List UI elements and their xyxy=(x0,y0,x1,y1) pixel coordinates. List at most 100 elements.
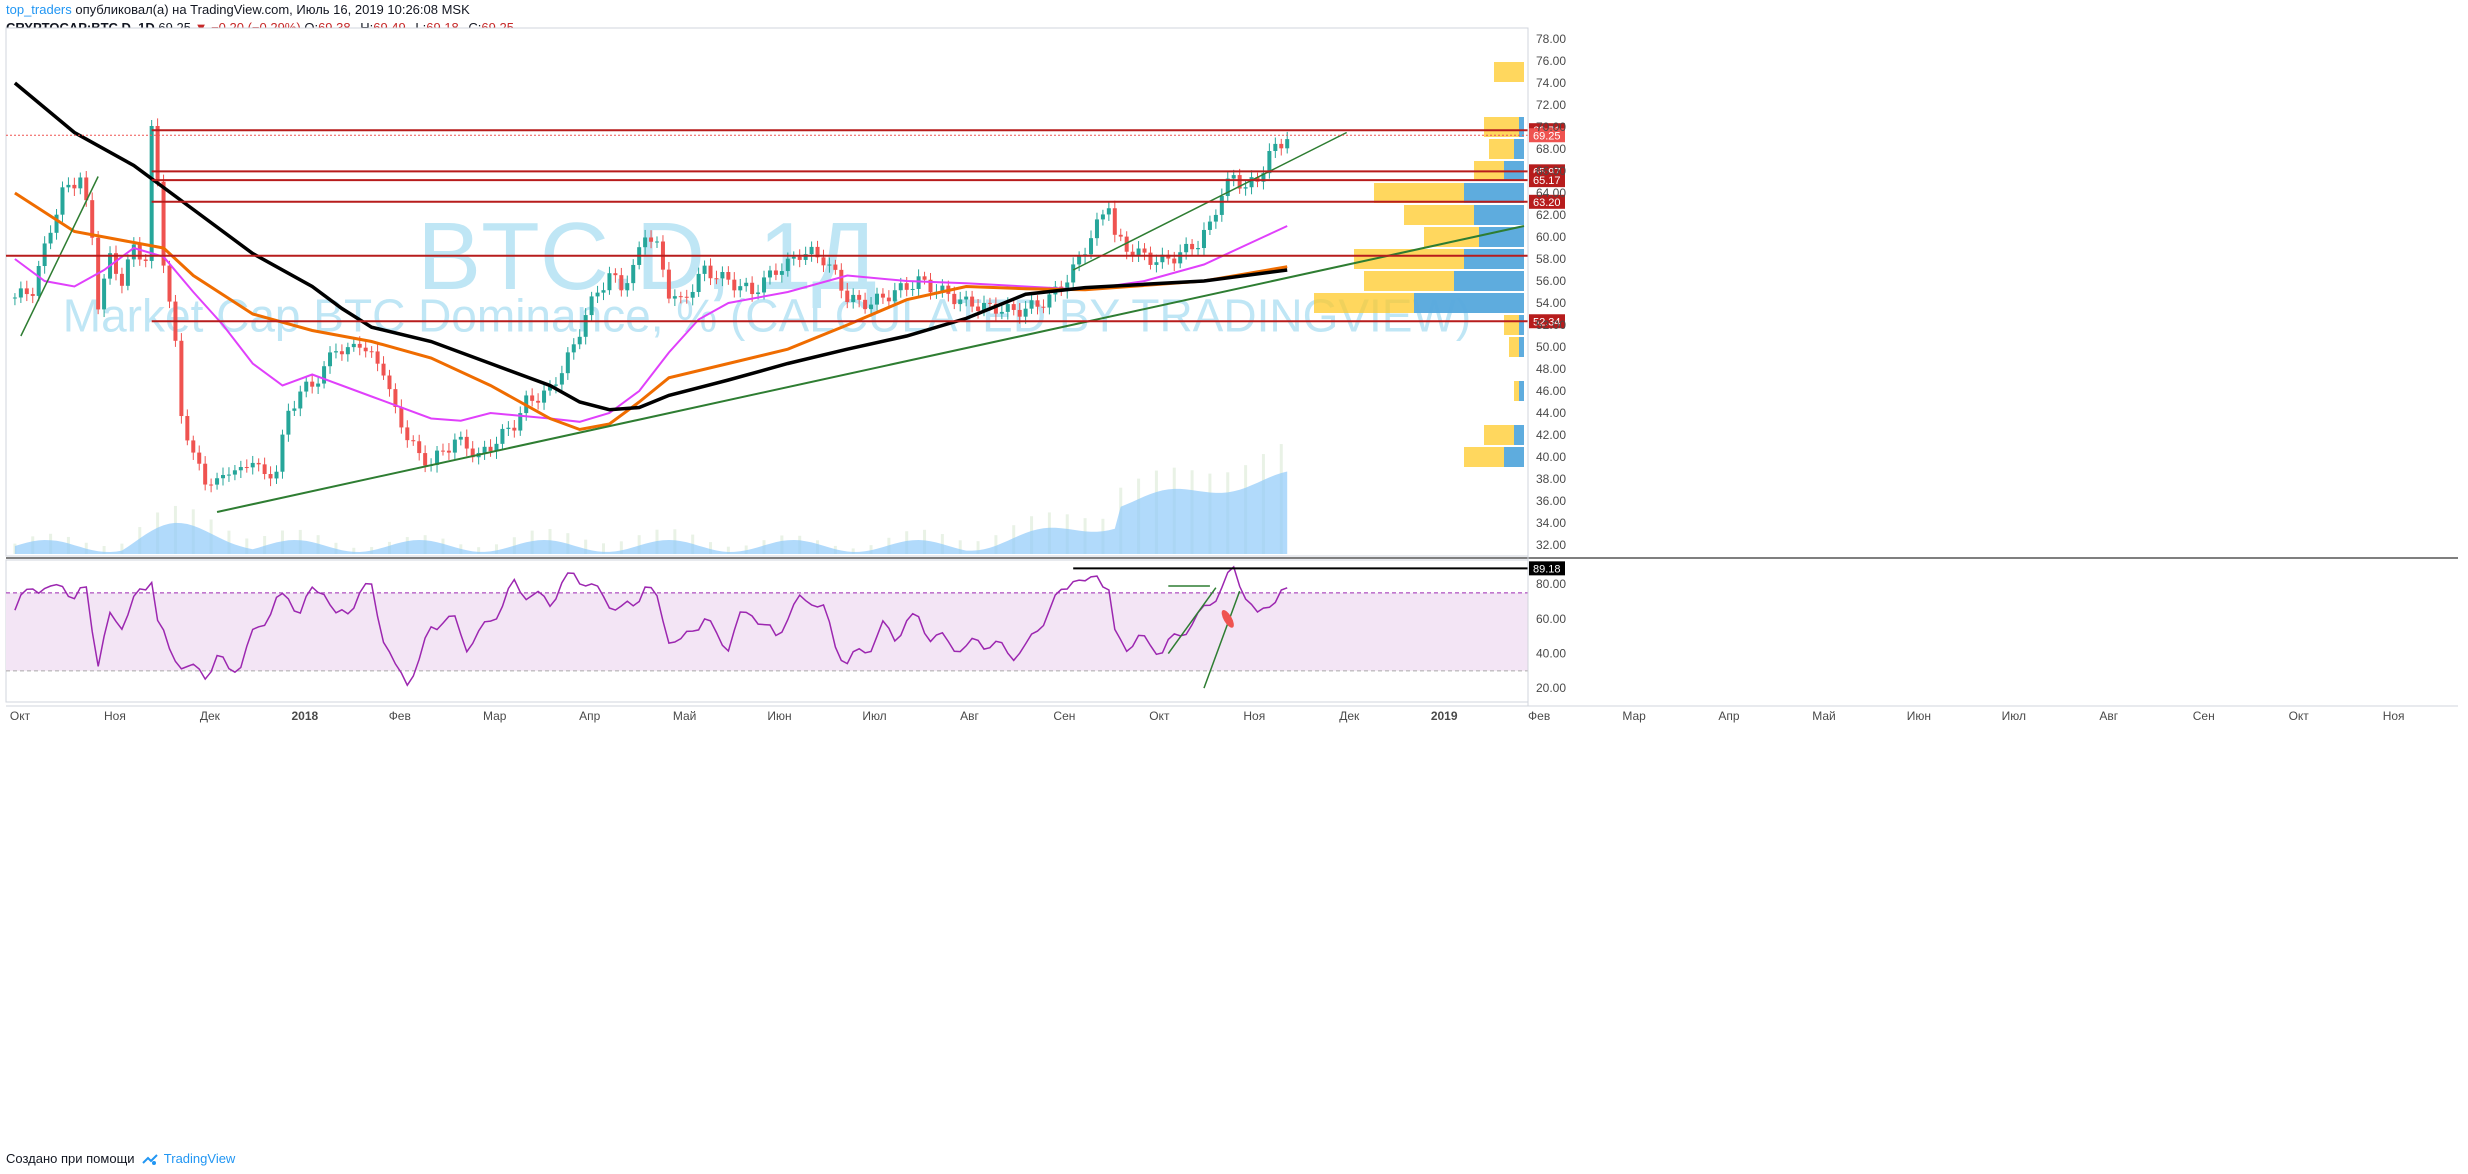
candle-body xyxy=(244,467,249,469)
candle-body xyxy=(702,265,707,274)
volume-bar xyxy=(477,547,481,554)
volume-bar xyxy=(709,542,713,554)
rsi-pane[interactable] xyxy=(5,559,1529,703)
time-tick-label: Июн xyxy=(767,709,791,723)
price-pane[interactable]: BTC.D, 1ДMarket Cap BTC Dominance, % (CA… xyxy=(5,27,1529,557)
candle-body xyxy=(268,474,273,479)
candle-body xyxy=(773,270,778,275)
candle-body xyxy=(161,181,166,266)
candle-body xyxy=(375,351,380,364)
time-tick-label: Окт xyxy=(1149,709,1170,723)
candle-body xyxy=(601,290,606,293)
time-tick-label: Июн xyxy=(1907,709,1931,723)
candle-body xyxy=(102,278,107,310)
candle-body xyxy=(613,273,618,276)
footer-brand-link[interactable]: TradingView xyxy=(163,1151,236,1166)
candle-body xyxy=(857,294,862,300)
price-tick-label: 70.00 xyxy=(1536,120,1566,134)
candle-body xyxy=(690,291,695,298)
rsi-tick-label: 20.00 xyxy=(1536,681,1566,695)
volume-bar xyxy=(584,539,588,554)
chart-canvas[interactable]: BTC.D, 1ДMarket Cap BTC Dominance, % (CA… xyxy=(0,0,2468,1150)
candle-body xyxy=(1136,248,1141,256)
candle-body xyxy=(1106,208,1111,215)
candle-body xyxy=(512,427,517,431)
candle-body xyxy=(1089,238,1094,255)
candle-body xyxy=(333,351,338,353)
candle-body xyxy=(530,395,535,401)
candle-body xyxy=(262,464,267,475)
author-link[interactable]: top_traders xyxy=(6,2,72,17)
candle-body xyxy=(762,277,767,293)
price-tick-label: 66.00 xyxy=(1536,164,1566,178)
candle-body xyxy=(1196,248,1201,250)
level-tag xyxy=(1529,194,1565,209)
candle-body xyxy=(250,462,255,468)
candle-body xyxy=(880,293,885,298)
candle-body xyxy=(60,187,65,215)
candle-body xyxy=(256,462,261,465)
candle-body xyxy=(589,296,594,316)
candle-body xyxy=(559,373,564,385)
candle-body xyxy=(357,343,362,348)
candle-body xyxy=(203,463,208,485)
volume-bar xyxy=(869,545,873,554)
candle-body xyxy=(993,303,998,314)
volume-profile-bar xyxy=(1474,205,1524,225)
time-tick-label: Окт xyxy=(2289,709,2310,723)
volume-bar xyxy=(744,545,748,554)
candle-body xyxy=(964,296,969,300)
candle-body xyxy=(892,290,897,302)
candle-body xyxy=(411,440,416,442)
price-tick-label: 54.00 xyxy=(1536,296,1566,310)
candle-body xyxy=(987,302,992,304)
candle-body xyxy=(583,315,588,337)
candle-body xyxy=(345,347,350,355)
price-tick-label: 46.00 xyxy=(1536,384,1566,398)
candle-body xyxy=(310,381,315,387)
candle-body xyxy=(863,299,868,310)
candle-body xyxy=(363,347,368,352)
candle-body xyxy=(1142,248,1147,253)
level-tag-label: 63.20 xyxy=(1533,197,1561,209)
candle-body xyxy=(970,296,975,307)
time-tick-label: Авг xyxy=(960,709,979,723)
volume-ma-area xyxy=(14,471,1288,554)
candle-body xyxy=(1029,300,1034,309)
price-tick-label: 64.00 xyxy=(1536,186,1566,200)
candle-body xyxy=(1065,282,1070,291)
candle-body xyxy=(381,363,386,376)
price-tick-label: 58.00 xyxy=(1536,252,1566,266)
candle-body xyxy=(756,292,761,295)
candle-body xyxy=(452,439,457,453)
time-tick-label: Апр xyxy=(1718,709,1740,723)
candle-body xyxy=(744,282,749,287)
candle-body xyxy=(553,384,558,386)
candle-body xyxy=(958,299,963,305)
candle-body xyxy=(678,296,683,298)
candle-body xyxy=(322,366,327,384)
candle-body xyxy=(1201,229,1206,249)
candle-body xyxy=(595,292,600,297)
candle-body xyxy=(1213,214,1218,222)
candle-body xyxy=(119,273,124,286)
candle-body xyxy=(565,352,570,374)
candle-body xyxy=(458,436,463,440)
volume-bar xyxy=(102,546,106,554)
candle-body xyxy=(1273,143,1278,152)
candle-body xyxy=(1190,243,1195,250)
candle-body xyxy=(1130,251,1135,256)
rsi-trendline-b xyxy=(1203,590,1241,689)
candle-body xyxy=(298,391,303,409)
rsi-mark xyxy=(1221,609,1234,628)
candle-body xyxy=(1011,304,1016,310)
price-tick-label: 62.00 xyxy=(1536,208,1566,222)
price-tick-label: 76.00 xyxy=(1536,54,1566,68)
time-tick-label: Май xyxy=(673,709,697,723)
footer-created-with: Создано при помощи xyxy=(6,1151,135,1166)
time-tick-label: Дек xyxy=(1339,709,1360,723)
candle-body xyxy=(36,266,41,296)
volume-bar xyxy=(940,534,944,554)
candle-body xyxy=(898,283,903,291)
level-tag xyxy=(1529,128,1565,143)
